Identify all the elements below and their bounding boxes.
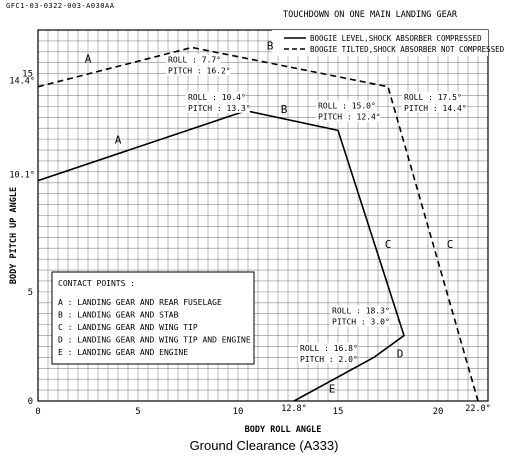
point-annotation: ROLL : 17.5° <box>404 93 462 102</box>
annotation-bg <box>402 102 466 113</box>
annotation-bg <box>186 91 246 102</box>
annotation-bg <box>316 111 380 122</box>
annotation-bg <box>402 91 462 102</box>
annotation-bg <box>316 100 376 111</box>
segment-label: A <box>85 53 92 66</box>
x-tick-label: 22.0° <box>465 404 491 414</box>
figure-caption: Ground Clearance (A333) <box>189 438 339 453</box>
x-axis-label: BODY ROLL ANGLE <box>245 425 322 435</box>
point-annotation: PITCH : 12.4° <box>318 113 381 122</box>
segment-label: A <box>115 133 122 146</box>
point-annotation: ROLL : 18.3° <box>332 307 390 316</box>
annotation-bg <box>186 102 250 113</box>
y-tick-label: 0 <box>28 397 33 407</box>
annotation-bg <box>330 316 390 327</box>
point-annotation: ROLL : 10.4° <box>188 93 246 102</box>
y-tick-label: 15 <box>22 70 33 80</box>
x-tick-label: 15 <box>333 407 344 417</box>
x-tick-label: 10 <box>233 407 244 417</box>
point-annotation: ROLL : 7.7° <box>168 56 221 65</box>
contact-points-title: CONTACT POINTS : <box>58 279 135 288</box>
point-annotation: ROLL : 15.0° <box>318 102 376 111</box>
point-annotation: PITCH : 14.4° <box>404 104 467 113</box>
x-tick-label: 5 <box>135 407 140 417</box>
contact-point-item: D : LANDING GEAR AND WING TIP AND ENGINE <box>58 336 251 345</box>
point-annotation: PITCH : 13.3° <box>188 104 251 113</box>
legend-entry: BOOGIE TILTED,SHOCK ABSORBER NOT COMPRES… <box>310 45 505 54</box>
annotation-bg <box>330 305 390 316</box>
point-annotation: PITCH : 3.0° <box>332 318 390 327</box>
point-annotation: PITCH : 16.2° <box>168 67 231 76</box>
segment-label: D <box>397 347 404 360</box>
annotation-bg <box>298 342 358 353</box>
segment-label: C <box>447 238 454 251</box>
point-annotation: PITCH : 2.0° <box>300 355 358 364</box>
point-annotation: ROLL : 16.8° <box>300 344 358 353</box>
legend-box <box>272 30 488 56</box>
annotation-bg <box>166 54 221 65</box>
plot-frame <box>37 29 489 402</box>
annotation-bg <box>166 65 230 76</box>
contact-point-item: C : LANDING GEAR AND WING TIP <box>58 323 198 332</box>
chart-title: TOUCHDOWN ON ONE MAIN LANDING GEAR <box>283 10 458 20</box>
y-tick-label: 14.4° <box>9 77 35 87</box>
x-tick-label: 0 <box>35 407 40 417</box>
segment-label: C <box>385 238 392 251</box>
y-tick-label: 10.1° <box>9 171 35 181</box>
annotation-bg <box>298 353 358 364</box>
legend-entry: BOOGIE LEVEL,SHOCK ABSORBER COMPRESSED <box>310 34 482 43</box>
contact-points-box <box>51 271 255 365</box>
series-line-tilted <box>37 46 479 402</box>
segment-label: B <box>267 40 274 53</box>
x-tick-label: 12.8° <box>281 404 307 414</box>
segment-label: B <box>281 103 288 116</box>
y-tick-label: 5 <box>28 288 33 298</box>
ground-clearance-chart: TOUCHDOWN ON ONE MAIN LANDING GEAR BOOGIE… <box>9 10 505 435</box>
y-axis-label: BODY PITCH UP ANGLE <box>9 187 19 284</box>
series-line-level <box>37 109 405 402</box>
x-tick-label: 20 <box>433 407 444 417</box>
document-id: GFC1-03-0322-003-A030AA <box>6 2 115 10</box>
segment-label: E <box>329 382 336 395</box>
contact-point-item: B : LANDING GEAR AND STAB <box>58 311 179 320</box>
contact-point-item: E : LANDING GEAR AND ENGINE <box>58 348 188 357</box>
contact-point-item: A : LANDING GEAR AND REAR FUSELAGE <box>58 298 222 307</box>
